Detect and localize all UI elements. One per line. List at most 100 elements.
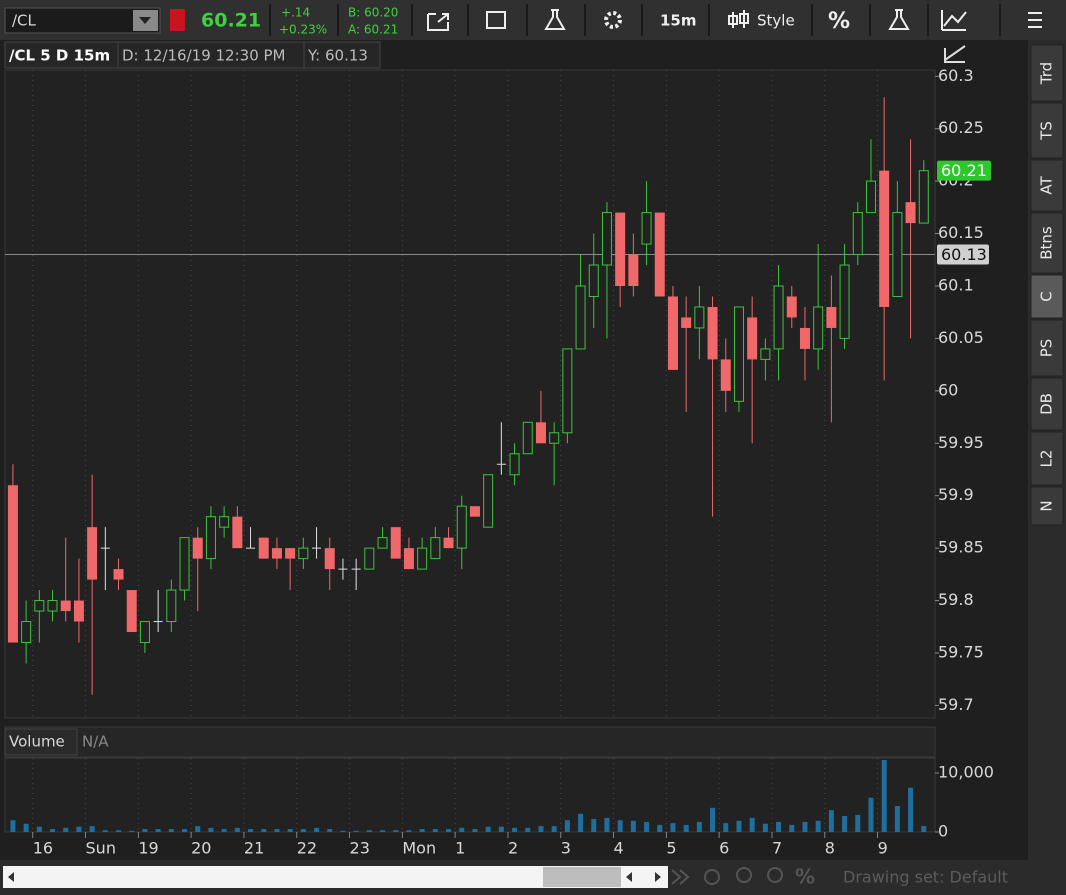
- y-tick-label: 0: [938, 822, 948, 841]
- side-tab-label[interactable]: Trd: [1038, 62, 1056, 85]
- x-tick-label: 19: [138, 839, 158, 858]
- volume-bar: [287, 829, 293, 832]
- volume-bar: [644, 821, 650, 832]
- volume-bar: [23, 823, 29, 832]
- side-tab[interactable]: [1030, 44, 1064, 102]
- candle-body: [417, 547, 428, 570]
- candle-body: [403, 548, 414, 570]
- volume-bar: [380, 830, 386, 832]
- scrollbar[interactable]: [3, 866, 668, 888]
- candle-body: [47, 600, 58, 612]
- volume-bar: [617, 820, 623, 832]
- side-tab-label[interactable]: DB: [1038, 393, 1056, 415]
- volume-bar: [498, 826, 504, 832]
- candle-body: [535, 422, 546, 444]
- side-tab[interactable]: [1030, 377, 1064, 431]
- candle-body: [430, 537, 441, 560]
- candle-body: [786, 296, 797, 318]
- drawing-set[interactable]: Drawing set: Default: [843, 868, 1008, 887]
- side-tab-label[interactable]: N: [1038, 500, 1056, 511]
- candle-body: [166, 589, 177, 623]
- side-tab[interactable]: [1030, 319, 1064, 377]
- candle-body: [720, 359, 731, 391]
- x-tick-label: 2: [508, 839, 518, 858]
- volume-bar: [578, 813, 584, 832]
- side-tab-label[interactable]: AT: [1038, 176, 1056, 195]
- scroll-thumb[interactable]: [543, 867, 621, 887]
- info-icon[interactable]: [486, 11, 506, 29]
- style[interactable]: Style: [757, 12, 795, 30]
- drawing-icon[interactable]: [941, 10, 967, 31]
- y-tick-label: 10,000: [938, 762, 994, 781]
- symbol[interactable]: /CL: [12, 12, 37, 30]
- settings-icon[interactable]: [604, 11, 622, 29]
- candle-body: [681, 317, 692, 328]
- side-tab-label[interactable]: PS: [1038, 339, 1056, 358]
- volume-bar: [762, 823, 768, 832]
- dropdown-arrow: [139, 17, 151, 24]
- x-tick-label: 3: [561, 839, 571, 858]
- side-tab-label[interactable]: C: [1038, 291, 1056, 301]
- zoom-icons[interactable]: [671, 867, 783, 885]
- axis-icon[interactable]: [944, 45, 966, 63]
- side-tab[interactable]: [1030, 159, 1064, 212]
- candle-body: [377, 537, 388, 549]
- volume-bar: [63, 827, 69, 832]
- volume-bar: [657, 824, 663, 832]
- side-tab[interactable]: [1030, 212, 1064, 274]
- volume-bar: [314, 827, 320, 832]
- side-tab[interactable]: [1030, 274, 1064, 319]
- percent[interactable]: %: [828, 9, 850, 34]
- last-price-box: [937, 160, 991, 181]
- x-tick-label: 6: [719, 839, 729, 858]
- volume-bar: [221, 829, 227, 832]
- candle-body: [588, 264, 599, 297]
- candle-body: [469, 506, 480, 517]
- x-tick-label: 1: [455, 839, 465, 858]
- volume-bar: [881, 760, 887, 832]
- side-tab[interactable]: [1030, 431, 1064, 486]
- y-tick-label: 59.75: [938, 642, 984, 661]
- side-tab-label[interactable]: TS: [1038, 121, 1056, 141]
- candle-body: [126, 590, 137, 633]
- volume-bar: [393, 830, 399, 832]
- y-tick-label: 59.7: [938, 695, 974, 714]
- volume-bar: [168, 829, 174, 832]
- alert-icon[interactable]: [170, 9, 185, 31]
- price-pane: [4, 69, 936, 719]
- menu-icon[interactable]: [1028, 12, 1042, 28]
- side-tab[interactable]: [1030, 486, 1064, 526]
- share-icon[interactable]: [427, 13, 449, 31]
- lab-icon[interactable]: [888, 9, 910, 30]
- interval[interactable]: 15m: [660, 12, 697, 30]
- volume-bar: [261, 829, 267, 832]
- volume-pane: [4, 757, 936, 833]
- candle-body: [667, 296, 678, 370]
- candle-body: [826, 306, 837, 328]
- candle-body: [799, 327, 810, 349]
- side-tab-label[interactable]: L2: [1038, 450, 1056, 468]
- style-icon[interactable]: [728, 10, 749, 28]
- side-tab-label[interactable]: Btns: [1038, 226, 1056, 260]
- candle-body: [390, 527, 401, 559]
- candle-body: [852, 212, 863, 256]
- candle-body: [258, 537, 269, 559]
- volume-bar: [670, 823, 676, 832]
- plot: 16Sun1920212223Mon12345678960.360.2560.2…: [5, 66, 994, 858]
- candle-body: [205, 516, 216, 560]
- studies-icon[interactable]: [544, 9, 566, 30]
- candle-body: [654, 212, 665, 297]
- volume-bar: [696, 821, 702, 832]
- side-tab[interactable]: [1030, 102, 1064, 159]
- volume-bar: [710, 807, 716, 832]
- candle-body: [73, 600, 84, 622]
- candle-body: [549, 432, 560, 444]
- volume-bar: [776, 821, 782, 832]
- candle-body: [271, 548, 282, 559]
- percent-icon[interactable]: %: [795, 865, 815, 889]
- volume-bar: [353, 830, 359, 832]
- y-tick-label: 60: [938, 380, 958, 399]
- volume-bar: [908, 787, 914, 832]
- x-tick-label: 7: [772, 839, 782, 858]
